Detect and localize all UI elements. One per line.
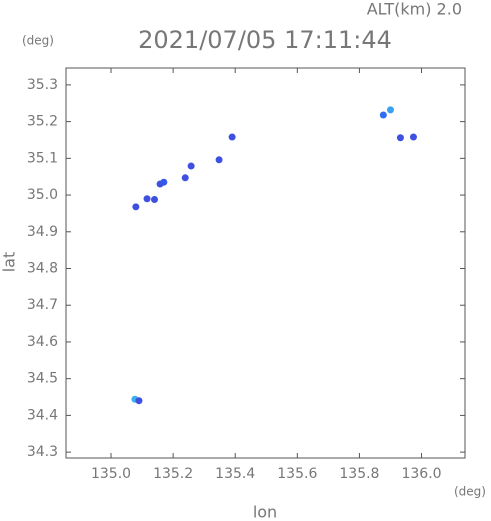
x-tick-label: 136.0 xyxy=(401,466,441,482)
point xyxy=(160,178,168,186)
chart-title: 2021/07/05 17:11:44 xyxy=(138,26,392,54)
y-unit: (deg) xyxy=(22,34,54,48)
y-tick-label: 34.5 xyxy=(27,371,58,387)
y-tick-label: 34.9 xyxy=(27,224,58,240)
point xyxy=(396,134,404,142)
point xyxy=(132,203,140,211)
y-tick-label: 34.7 xyxy=(27,297,58,313)
point xyxy=(409,133,417,141)
y-tick-label: 35.3 xyxy=(27,77,58,93)
y-tick-label: 34.6 xyxy=(27,334,58,350)
y-tick-label: 34.4 xyxy=(27,407,58,423)
point xyxy=(215,156,223,164)
point xyxy=(150,195,158,203)
x-tick-label: 135.0 xyxy=(91,466,131,482)
point xyxy=(181,174,189,182)
point xyxy=(143,195,151,203)
x-tick-label: 135.2 xyxy=(153,466,193,482)
point xyxy=(187,162,195,170)
point xyxy=(135,397,143,405)
plot-frame xyxy=(65,67,466,459)
chart-subtitle: ALT(km) 2.0 xyxy=(367,0,462,19)
y-tick-label: 35.2 xyxy=(27,114,58,130)
point xyxy=(228,133,236,141)
y-tick-label: 34.3 xyxy=(27,444,58,460)
y-tick-label: 35.0 xyxy=(27,187,58,203)
x-tick-label: 135.8 xyxy=(339,466,379,482)
y-tick-label: 34.8 xyxy=(27,261,58,277)
y-axis-label: lat xyxy=(0,252,19,273)
x-unit: (deg) xyxy=(454,485,486,499)
x-axis-label: lon xyxy=(253,503,277,521)
y-tick-label: 35.1 xyxy=(27,150,58,166)
point xyxy=(379,111,387,119)
x-tick-label: 135.4 xyxy=(215,466,255,482)
point xyxy=(386,106,394,114)
x-tick-label: 135.6 xyxy=(277,466,317,482)
